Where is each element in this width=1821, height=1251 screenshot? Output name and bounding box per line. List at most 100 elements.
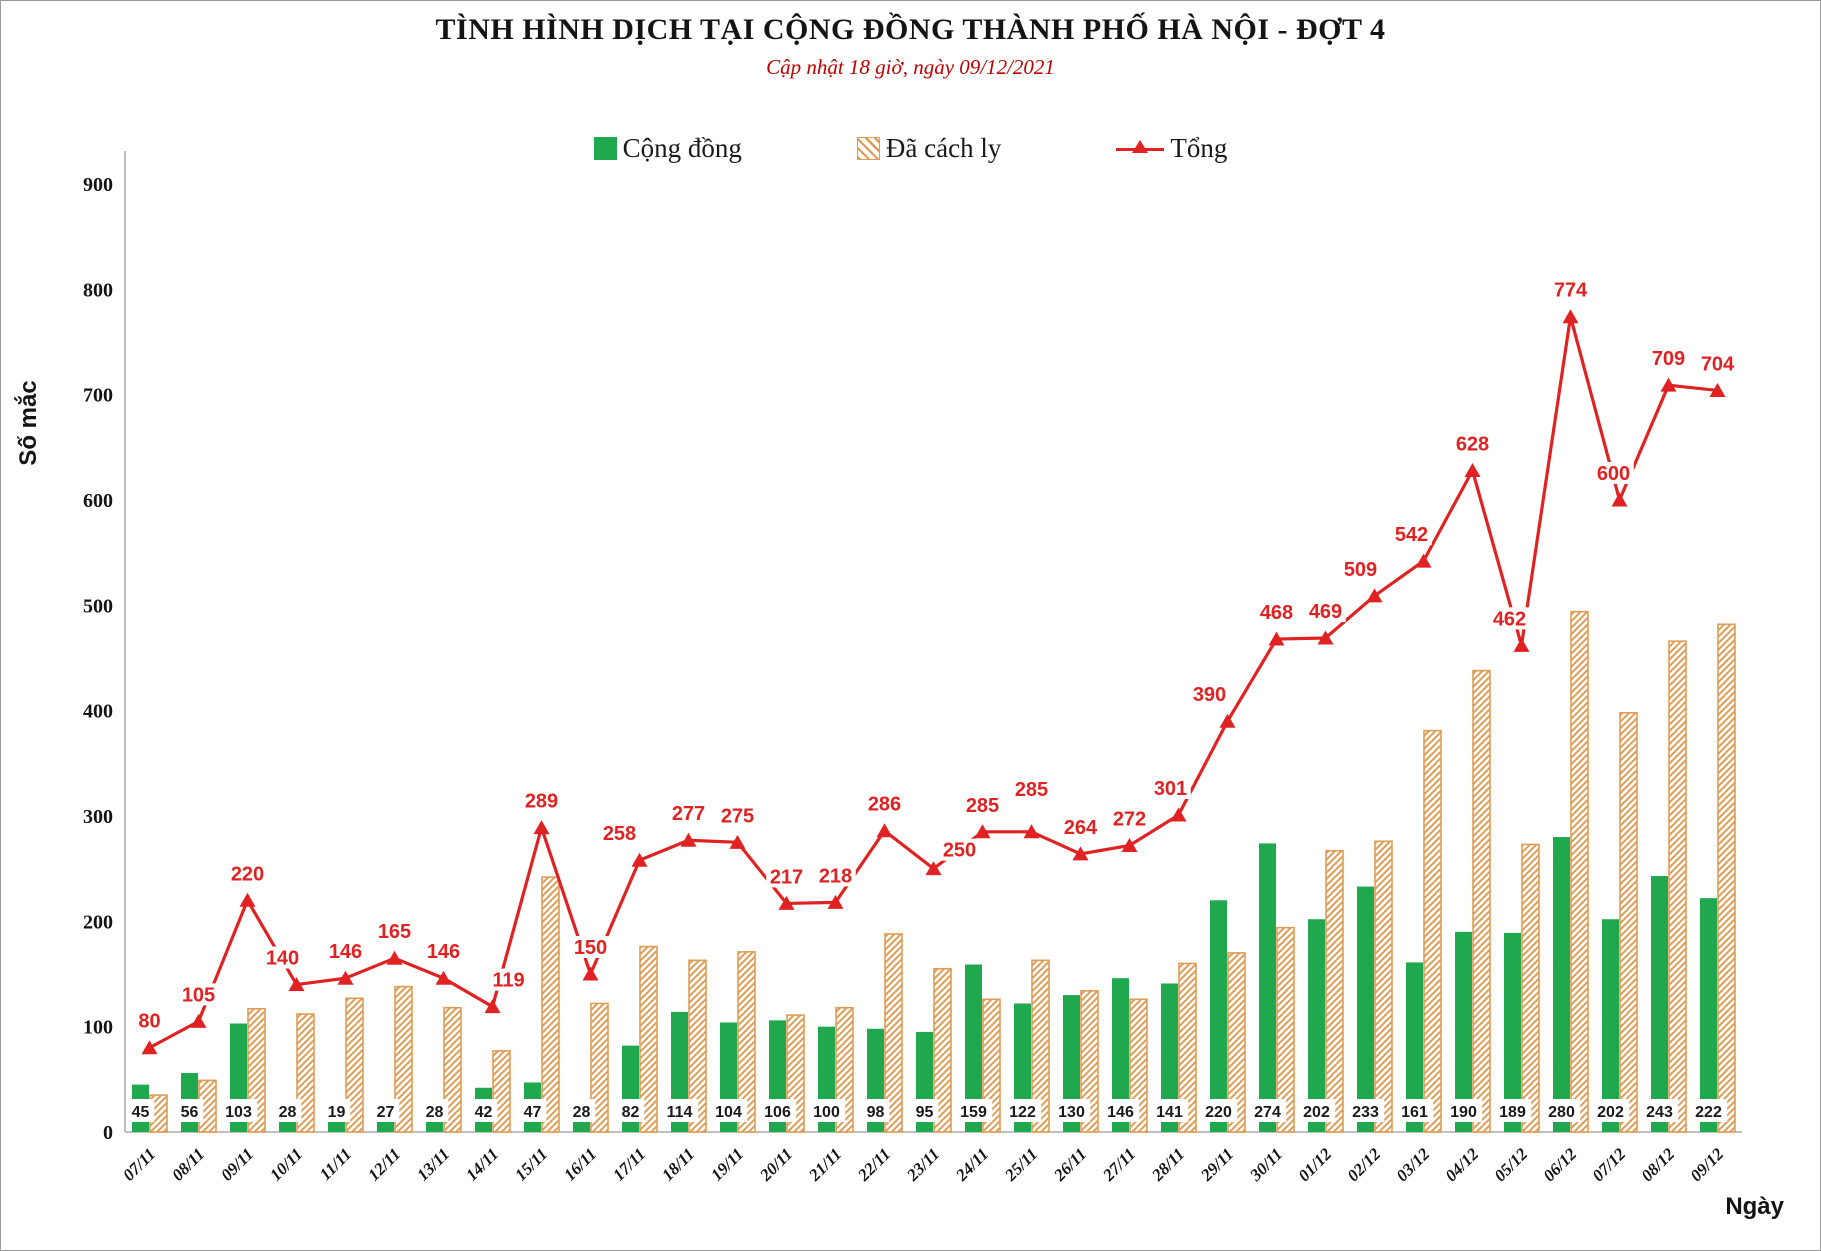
total-value-label: 301	[1154, 778, 1187, 800]
community-value-label: 56	[181, 1104, 199, 1121]
total-value-label: 146	[329, 941, 362, 963]
x-tick-label: 17/11	[609, 1144, 649, 1184]
quarantine-bar	[1374, 840, 1393, 1133]
total-label-box	[1489, 607, 1530, 630]
total-label-box	[1011, 777, 1052, 800]
community-value-label: 47	[524, 1104, 542, 1121]
green-bar-swatch-icon	[593, 137, 617, 160]
quarantine-bar	[1472, 669, 1491, 1133]
community-label-box	[469, 1099, 498, 1122]
community-bar	[1455, 931, 1472, 1132]
total-marker	[729, 834, 746, 849]
community-value-label: 45	[132, 1104, 150, 1121]
total-marker	[1660, 377, 1677, 392]
total-label-box	[1189, 683, 1230, 706]
total-value-label: 704	[1701, 353, 1735, 375]
community-bar	[1259, 843, 1276, 1132]
community-value-label: 106	[764, 1104, 791, 1121]
total-marker	[1219, 713, 1236, 728]
total-value-label: 119	[492, 970, 524, 992]
total-value-label: 628	[1456, 434, 1489, 456]
community-value-label: 130	[1058, 1104, 1085, 1121]
community-value-label: 161	[1401, 1104, 1428, 1121]
quarantine-bar	[1178, 962, 1197, 1133]
community-value-label: 82	[622, 1104, 640, 1121]
community-label-box	[126, 1099, 155, 1122]
total-value-label: 80	[138, 1011, 160, 1033]
y-tick-label: 800	[83, 279, 113, 301]
community-value-label: 146	[1107, 1104, 1134, 1121]
total-label-box	[1305, 599, 1346, 622]
quarantine-bar	[884, 933, 903, 1133]
total-label-box	[178, 983, 219, 1006]
x-tick-label: 03/12	[1393, 1144, 1434, 1185]
total-marker	[1611, 492, 1628, 507]
legend-label: Cộng đồng	[622, 133, 742, 163]
total-value-label: 250	[943, 840, 976, 862]
total-marker	[533, 820, 550, 835]
total-label-box	[1256, 601, 1297, 624]
total-value-label: 264	[1064, 817, 1098, 839]
total-label-box	[135, 1009, 164, 1032]
community-label-box	[1591, 1099, 1630, 1122]
y-tick-label: 700	[83, 385, 113, 407]
x-tick-label: 02/12	[1344, 1144, 1385, 1185]
community-value-label: 98	[867, 1104, 885, 1121]
x-tick-label: 24/11	[951, 1144, 992, 1185]
total-marker	[1464, 463, 1481, 478]
total-label-box	[374, 920, 415, 943]
community-label-box	[371, 1099, 400, 1122]
community-value-label: 28	[426, 1104, 444, 1121]
total-value-label: 286	[868, 794, 901, 816]
quarantine-bar	[1031, 959, 1050, 1133]
x-axis-title: Ngày	[1725, 1193, 1784, 1220]
total-value-label: 277	[672, 803, 705, 825]
quarantine-bar	[1325, 849, 1344, 1133]
total-marker	[239, 892, 256, 907]
quarantine-bar	[1668, 640, 1687, 1133]
quarantine-bar	[541, 876, 560, 1133]
total-value-label: 150	[574, 937, 607, 959]
x-tick-label: 16/11	[560, 1144, 600, 1184]
total-label-box	[1452, 432, 1493, 455]
y-tick-label: 600	[83, 490, 113, 512]
x-tick-label: 01/12	[1295, 1144, 1336, 1185]
community-value-label: 28	[279, 1104, 297, 1121]
total-marker	[876, 823, 893, 838]
total-value-label: 390	[1193, 684, 1226, 706]
total-value-label: 275	[721, 805, 754, 827]
total-value-label: 542	[1395, 524, 1428, 546]
total-value-label: 146	[427, 941, 460, 963]
total-value-label: 165	[378, 921, 411, 943]
quarantine-bar	[394, 985, 413, 1133]
quarantine-bar	[1619, 711, 1638, 1133]
community-bar	[1504, 932, 1521, 1132]
community-label-box	[175, 1099, 204, 1122]
quarantine-bar	[345, 997, 364, 1133]
total-label-box	[1648, 347, 1689, 370]
total-marker	[1513, 637, 1530, 652]
total-value-label: 600	[1597, 463, 1630, 485]
total-marker	[435, 970, 452, 985]
community-value-label: 274	[1254, 1104, 1281, 1121]
quarantine-bar	[1423, 729, 1442, 1133]
quarantine-bar	[1570, 610, 1589, 1133]
y-tick-label: 100	[83, 1017, 113, 1039]
quarantine-bar	[1129, 998, 1148, 1133]
x-tick-label: 08/11	[168, 1144, 208, 1184]
x-tick-label: 22/11	[853, 1144, 894, 1185]
quarantine-bar	[1276, 926, 1295, 1133]
community-value-label: 28	[573, 1104, 591, 1121]
total-marker	[631, 852, 648, 867]
y-tick-label: 300	[83, 806, 113, 828]
total-value-label: 220	[231, 863, 264, 885]
quarantine-bar	[688, 959, 707, 1133]
legend: Cộng đồng Đã cách ly Tổng	[1, 133, 1820, 164]
total-label-box	[939, 838, 980, 861]
community-value-label: 141	[1156, 1104, 1183, 1121]
community-value-label: 190	[1450, 1104, 1477, 1121]
x-tick-label: 30/11	[1245, 1144, 1286, 1185]
total-value-label: 218	[819, 865, 852, 887]
community-label-box	[1689, 1099, 1728, 1122]
x-tick-label: 07/11	[119, 1144, 159, 1184]
